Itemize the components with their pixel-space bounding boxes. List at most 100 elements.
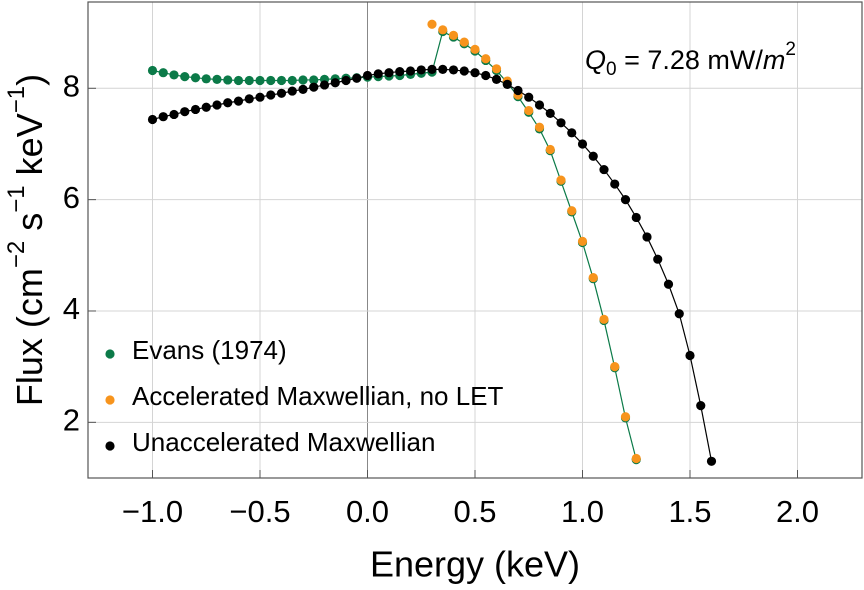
data-point — [481, 70, 491, 81]
data-point — [491, 64, 502, 74]
y-axis-title-exponent: −1 — [3, 86, 30, 113]
data-point — [427, 64, 437, 74]
data-point — [685, 350, 695, 361]
data-point — [169, 109, 179, 120]
data-point — [287, 75, 297, 86]
data-point — [266, 90, 276, 100]
data-point — [201, 102, 211, 112]
data-point — [438, 25, 448, 35]
series-line — [152, 30, 637, 460]
y-axis-title-exponent: −1 — [3, 185, 30, 212]
data-point — [502, 79, 512, 89]
data-point — [298, 84, 308, 95]
data-point — [631, 453, 641, 464]
data-point — [416, 65, 426, 75]
data-point — [427, 19, 437, 29]
data-point — [491, 74, 502, 84]
data-point — [298, 75, 308, 85]
data-point — [319, 80, 330, 90]
annotation-part: m — [763, 45, 786, 75]
data-point — [190, 104, 201, 115]
data-point — [233, 96, 244, 106]
data-point — [212, 74, 222, 84]
data-point — [567, 206, 577, 216]
legend-label: Accelerated Maxwellian, no LET — [132, 381, 504, 411]
x-tick-label: 0.5 — [453, 494, 496, 529]
data-point — [147, 65, 158, 76]
x-axis-title: Energy (keV) — [370, 544, 580, 585]
data-point — [631, 212, 641, 223]
data-point — [459, 37, 469, 47]
data-point — [169, 70, 179, 80]
y-axis-title: Flux (cm−2 s−1 keV−1) — [3, 74, 49, 406]
data-point — [233, 75, 244, 86]
labels: −1.0 −0.5 0.0 0.5 1.0 1.5 2.0 2 4 6 8 — [63, 68, 819, 529]
data-point — [180, 107, 190, 117]
x-tick-label: −0.5 — [229, 494, 290, 529]
data-point — [287, 86, 297, 96]
y-axis-title-part: ) — [9, 74, 50, 86]
data-point — [610, 362, 620, 372]
data-point — [663, 279, 674, 289]
data-point — [577, 139, 588, 149]
y-axis-title-part: s — [9, 213, 50, 241]
data-point — [158, 112, 168, 122]
x-tick-label: 1.0 — [561, 494, 604, 529]
data-point — [276, 75, 287, 86]
data-point — [620, 412, 631, 422]
data-point — [470, 68, 480, 78]
data-point — [362, 70, 373, 81]
data-point — [599, 314, 609, 324]
data-point — [244, 94, 254, 104]
data-point — [147, 114, 158, 125]
data-point — [448, 65, 459, 75]
plot-area — [147, 19, 717, 466]
data-point — [341, 75, 351, 86]
data-point — [330, 78, 340, 88]
data-point — [395, 66, 405, 77]
data-point — [696, 401, 706, 411]
y-tick-label: 4 — [63, 291, 80, 326]
data-point — [642, 232, 652, 242]
data-point — [373, 69, 383, 79]
data-point — [470, 44, 480, 54]
x-tick-label: 1.5 — [668, 494, 711, 529]
annotation: Q0 = 7.28 mW/m2 — [585, 39, 796, 80]
annotation-part: Q — [585, 45, 606, 75]
data-point — [255, 92, 265, 102]
legend-marker — [105, 349, 115, 359]
data-point — [448, 30, 459, 41]
x-tick-label: −1.0 — [122, 494, 183, 529]
data-point — [653, 254, 663, 264]
data-point — [674, 309, 684, 319]
data-point — [309, 75, 319, 85]
data-point — [158, 68, 168, 78]
y-axis-title-part: keV — [9, 113, 50, 185]
data-point — [405, 66, 416, 76]
annotation-part: 2 — [785, 39, 796, 60]
data-point — [556, 118, 566, 128]
legend-label: Evans (1974) — [132, 335, 287, 365]
annotation-part: 0 — [606, 59, 617, 80]
data-point — [384, 68, 394, 78]
y-tick-label: 8 — [63, 68, 80, 103]
legend: Evans (1974) Accelerated Maxwellian, no L… — [105, 335, 504, 457]
data-point — [255, 75, 265, 86]
data-point — [244, 75, 254, 86]
data-point — [610, 179, 620, 189]
data-point — [620, 195, 631, 205]
data-point — [588, 151, 598, 161]
data-point — [223, 98, 233, 108]
data-point — [481, 54, 491, 64]
data-point — [556, 175, 566, 185]
legend-marker — [105, 395, 115, 405]
data-point — [276, 88, 287, 98]
data-point — [513, 85, 523, 96]
x-tick-label: 0.0 — [346, 494, 389, 529]
y-tick-label: 2 — [63, 403, 80, 438]
y-axis-title-part: Flux (cm — [9, 268, 50, 406]
data-point — [534, 122, 545, 132]
data-point — [524, 105, 534, 116]
y-axis-title-exponent: −2 — [3, 241, 30, 268]
